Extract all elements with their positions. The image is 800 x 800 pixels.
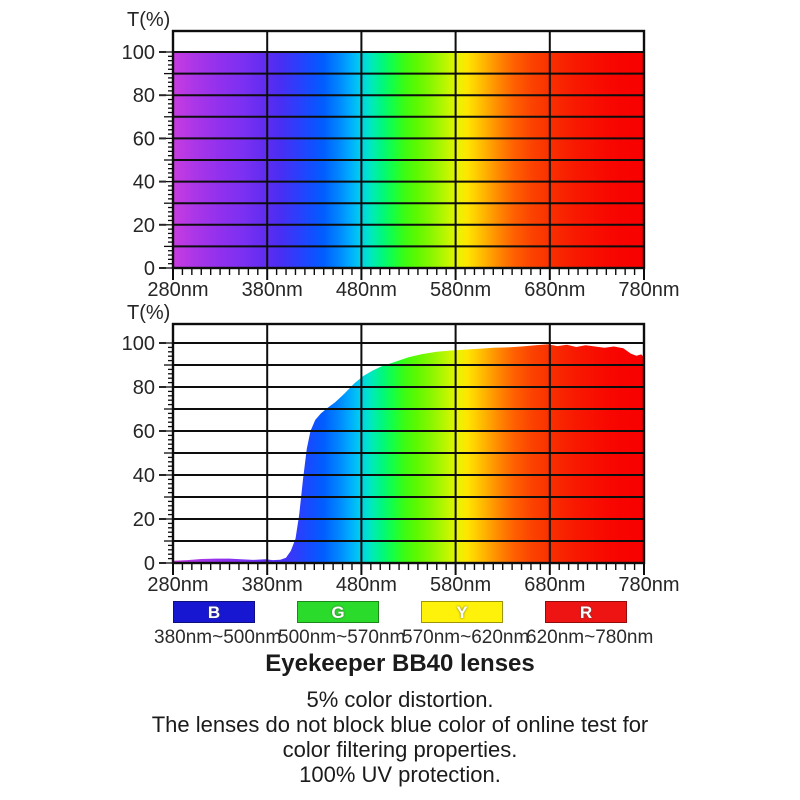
- x-tick-label: 680nm: [524, 574, 585, 596]
- x-tick-label: 380nm: [242, 279, 303, 301]
- legend-item-green: G 500nm~570nm: [278, 601, 406, 649]
- x-tick-label: 280nm: [147, 574, 208, 596]
- x-tick-label: 680nm: [524, 279, 585, 301]
- legend-range-red: 620nm~780nm: [526, 627, 654, 648]
- caption-line-2: The lenses do not block blue color of on…: [151, 712, 649, 737]
- legend-swatch-green: G: [297, 601, 379, 623]
- x-tick-label: 480nm: [336, 279, 397, 301]
- y-tick-label: 0: [144, 258, 155, 280]
- caption-line-4: 100% UV protection.: [299, 762, 501, 787]
- x-tick-label: 780nm: [618, 279, 679, 301]
- legend-item-red: R 620nm~780nm: [526, 601, 654, 649]
- chart-bb40-lens-transmission: 0 20 40 60 80 100 280nm 380nm 480nm 580nm 680nm 780…: [122, 302, 680, 596]
- y-tick-label: 40: [133, 465, 155, 487]
- y-tick-label: 60: [133, 421, 155, 443]
- legend-range-green: 500nm~570nm: [278, 627, 406, 648]
- x-tick-label: 580nm: [430, 574, 491, 596]
- legend-range-blue: 380nm~500nm: [154, 627, 282, 648]
- y-tick-label: 100: [122, 42, 155, 64]
- y-axis-title: T(%): [127, 9, 170, 31]
- y-tick-label: 80: [133, 377, 155, 399]
- legend-item-yellow: Y 570nm~620nm: [402, 601, 530, 649]
- product-title: Eyekeeper BB40 lenses: [265, 650, 535, 677]
- y-tick-label: 60: [133, 128, 155, 150]
- transmission-charts: 0 20 40 60 80 100 280nm 380nm 480nm 580nm 680nm 780…: [122, 9, 680, 596]
- spectrum-legend: B 380nm~500nm G 500nm~570nm Y 570nm~620n…: [0, 601, 800, 649]
- chart-full-spectrum: 0 20 40 60 80 100 280nm 380nm 480nm 580nm 680nm 780…: [122, 9, 680, 301]
- legend-item-blue: B 380nm~500nm: [154, 601, 282, 649]
- x-tick-label: 580nm: [430, 279, 491, 301]
- y-tick-label: 80: [133, 85, 155, 107]
- legend-swatch-yellow: Y: [421, 601, 503, 623]
- y-axis-title: T(%): [127, 302, 170, 324]
- x-tick-label: 480nm: [336, 574, 397, 596]
- x-tick-label: 380nm: [242, 574, 303, 596]
- y-tick-label: 100: [122, 333, 155, 355]
- caption-line-1: 5% color distortion.: [306, 687, 494, 712]
- y-tick-label: 20: [133, 215, 155, 237]
- caption-block: Eyekeeper BB40 lenses 5% color distortio…: [0, 650, 800, 787]
- x-tick-label: 280nm: [147, 279, 208, 301]
- legend-swatch-blue: B: [173, 601, 255, 623]
- x-tick-label: 780nm: [618, 574, 679, 596]
- caption-line-3: color filtering properties.: [282, 737, 518, 762]
- legend-swatch-red: R: [545, 601, 627, 623]
- y-tick-label: 0: [144, 553, 155, 575]
- legend-range-yellow: 570nm~620nm: [402, 627, 530, 648]
- y-tick-label: 40: [133, 172, 155, 194]
- y-tick-label: 20: [133, 509, 155, 531]
